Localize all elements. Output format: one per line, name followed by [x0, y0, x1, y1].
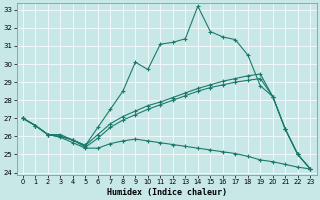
X-axis label: Humidex (Indice chaleur): Humidex (Indice chaleur) — [107, 188, 227, 197]
